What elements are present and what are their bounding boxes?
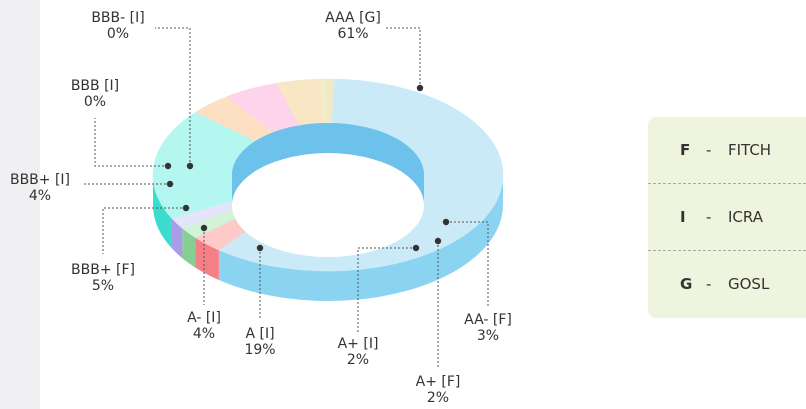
- legend-row-fitch: F - FITCH: [648, 117, 806, 183]
- slice-value-label: 0%: [84, 94, 106, 110]
- leader-dot-8: [164, 162, 172, 170]
- leader-dot-1: [442, 218, 450, 226]
- legend-code: G: [680, 275, 693, 293]
- slice-value-label: 4%: [193, 326, 215, 342]
- leader-line-0: [386, 27, 421, 88]
- slice-value-label: 61%: [337, 26, 368, 42]
- slice-side-4: [153, 175, 172, 248]
- slice-label: BBB+ [F]: [71, 262, 135, 278]
- leader-line-3: [357, 247, 416, 332]
- inner-wall-far: [232, 123, 424, 205]
- slice-value-label: 0%: [107, 26, 129, 42]
- leader-line-1: [446, 221, 489, 306]
- legend-name: FITCH: [728, 141, 772, 159]
- slice-value-label: 4%: [29, 188, 51, 204]
- legend-code: F: [680, 141, 691, 159]
- leader-dot-4: [256, 244, 264, 252]
- slice-value-label: 19%: [244, 342, 275, 358]
- slice-side-3: [171, 217, 183, 259]
- legend-name: GOSL: [728, 275, 770, 293]
- leader-dot-3: [412, 244, 420, 252]
- leader-dot-5: [200, 224, 208, 232]
- slice-side-1: [195, 237, 219, 281]
- legend-row-icra: I - ICRA: [648, 183, 806, 250]
- leader-dot-2: [434, 237, 442, 245]
- legend-separator: -: [706, 208, 712, 226]
- leader-dot-0: [416, 84, 424, 92]
- legend-separator: -: [706, 141, 712, 159]
- legend-name: ICRA: [728, 208, 763, 226]
- slice-value-label: 2%: [347, 352, 369, 368]
- slice-side-0: [218, 175, 503, 301]
- slice-label: BBB+ [I]: [10, 172, 70, 188]
- slice-value-label: 5%: [92, 278, 114, 294]
- donut-hole: [232, 123, 424, 257]
- rating-agency-legend: F - FITCH I - ICRA G - GOSL: [648, 117, 806, 318]
- leader-dot-9: [186, 162, 194, 170]
- slice-label: BBB- [I]: [91, 10, 144, 26]
- donut-sides: [153, 175, 503, 301]
- legend-separator: -: [706, 275, 712, 293]
- leader-line-6: [102, 207, 186, 254]
- slice-label: AAA [G]: [325, 10, 381, 26]
- slice-label: A- [I]: [187, 310, 221, 326]
- slice-label: BBB [I]: [71, 78, 119, 94]
- slice-label: A+ [I]: [338, 336, 379, 352]
- slice-value-label: 2%: [427, 390, 449, 406]
- hole-floor: [232, 153, 424, 257]
- slice-labels: AAA [G]61%AA- [F]3%A+ [F]2%A+ [I]2%A [I]…: [10, 10, 512, 406]
- leader-dot-7: [166, 180, 174, 188]
- slice-label: AA- [F]: [464, 312, 512, 328]
- slice-value-label: 3%: [477, 328, 499, 344]
- slice-label: A [I]: [245, 326, 274, 342]
- leader-dot-6: [182, 204, 190, 212]
- leader-line-8: [94, 118, 168, 167]
- slice-label: A+ [F]: [416, 374, 461, 390]
- left-sidebar-strip: [0, 0, 40, 409]
- legend-code: I: [680, 208, 686, 226]
- slice-side-2: [182, 228, 196, 268]
- legend-row-gosl: G - GOSL: [648, 250, 806, 317]
- leader-line-9: [155, 27, 191, 166]
